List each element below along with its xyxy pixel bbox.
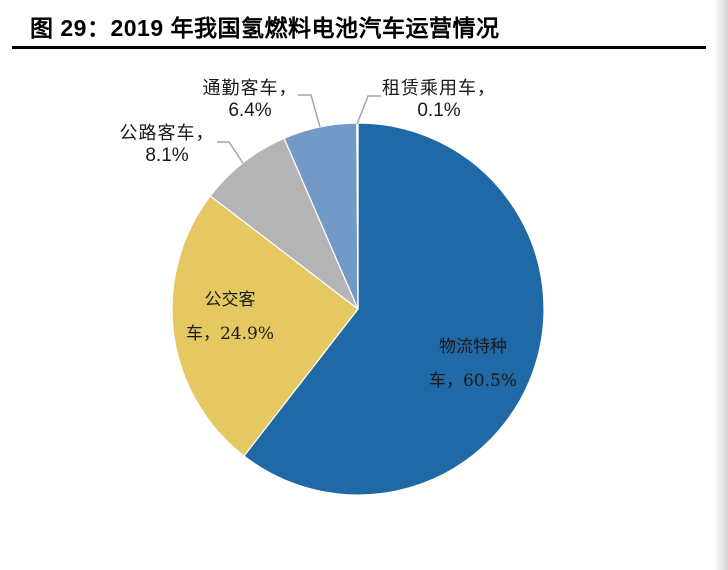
pie-slice <box>243 122 545 496</box>
label-name: 租赁乘用车， <box>382 78 496 99</box>
data-label-rental: 租赁乘用车， 0.1% <box>380 78 498 122</box>
data-label-highway-coach: 公路客车， 8.1% <box>117 123 217 167</box>
pie-slice <box>171 195 359 457</box>
label-name: 通勤客车， <box>202 78 298 99</box>
label-name: 公路客车， <box>119 123 215 144</box>
label-value: 6.4% <box>228 100 272 121</box>
leader-lines <box>217 94 381 164</box>
label-line-2: 车，60.5% <box>428 371 517 391</box>
label-line-1: 公交客 <box>204 290 256 310</box>
leader-line-highway-coach <box>217 141 244 164</box>
pie-slice <box>209 137 359 310</box>
pie-slices <box>171 122 545 496</box>
label-line-2: 车，24.9% <box>185 324 274 344</box>
label-line-1: 物流特种 <box>439 337 507 357</box>
data-label-commuter: 通勤客车， 6.4% <box>200 78 300 122</box>
data-label-bus: 公交客 车，24.9% <box>180 283 280 351</box>
label-value: 8.1% <box>145 145 189 166</box>
leader-line-rental <box>356 95 381 125</box>
figure-title: 图 29：2019 年我国氢燃料电池汽车运营情况 <box>30 15 500 41</box>
data-label-logistics: 物流特种 车，60.5% <box>418 330 528 398</box>
leader-line-commuter <box>298 94 321 128</box>
title-divider <box>12 46 706 49</box>
label-value: 0.1% <box>417 100 461 121</box>
page-edge-shadow <box>714 0 728 570</box>
